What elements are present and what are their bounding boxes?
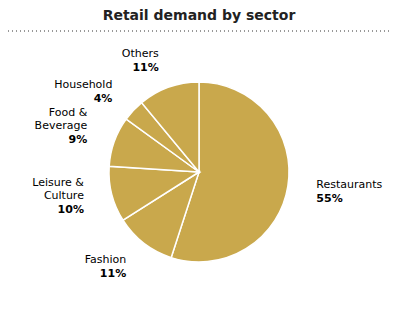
slice xyxy=(142,82,199,172)
title: Retail demand by sector xyxy=(103,7,296,23)
slice-label: Others xyxy=(122,47,159,60)
value-label: 11% xyxy=(132,61,158,74)
labels: Restaurants55%Fashion11%Leisure &Culture… xyxy=(32,47,382,280)
value-label: 11% xyxy=(100,267,126,280)
value-label: 4% xyxy=(94,92,113,105)
slice-label: Household xyxy=(54,78,112,91)
slice-label: Fashion xyxy=(85,253,127,266)
slice-label: Leisure &Culture xyxy=(32,176,84,202)
slice-label: Food &Beverage xyxy=(35,106,88,132)
chart-container: Retail demand by sector Restaurants55% Fas… xyxy=(0,0,398,331)
value-label: 10% xyxy=(58,203,84,216)
chart: Retail demand by sector Restaurants55% Fas… xyxy=(0,0,398,331)
slices xyxy=(109,82,289,262)
separator xyxy=(8,31,390,32)
slice xyxy=(109,166,199,220)
value-label: 55% xyxy=(316,192,342,205)
slice-label: Restaurants xyxy=(316,178,382,191)
value-label: 9% xyxy=(69,133,88,146)
background xyxy=(0,0,398,331)
